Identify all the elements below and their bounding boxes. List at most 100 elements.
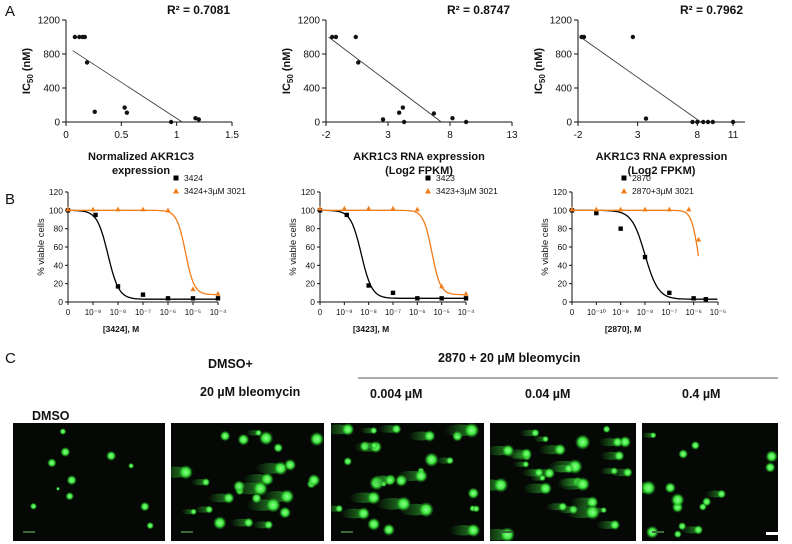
x-tick-label: 10⁻⁴ bbox=[458, 308, 475, 317]
panel-label-b: B bbox=[5, 191, 15, 208]
x-tick-label: 0 bbox=[63, 130, 69, 141]
data-point bbox=[356, 60, 361, 65]
data-point-square bbox=[115, 284, 121, 289]
x-tick-label: 10⁻⁹ bbox=[612, 308, 629, 317]
cell-nucleus bbox=[367, 491, 381, 505]
legend-marker bbox=[425, 188, 431, 194]
x-tick-label: 10⁻⁶ bbox=[409, 308, 425, 317]
data-point bbox=[124, 110, 130, 115]
data-point-triangle bbox=[90, 206, 96, 212]
x-tick-label: 10⁻⁸ bbox=[110, 308, 127, 317]
micrograph-background bbox=[642, 423, 778, 541]
cell-nucleus bbox=[717, 489, 726, 499]
y-tick-label: 1200 bbox=[550, 16, 573, 27]
x-tick-label: 8 bbox=[447, 130, 453, 141]
data-point bbox=[643, 116, 649, 121]
data-point-square bbox=[165, 296, 171, 301]
cell-nucleus bbox=[205, 505, 214, 514]
data-point bbox=[330, 34, 335, 40]
x-tick-label: 0.5 bbox=[114, 130, 128, 141]
y-tick-label: 60 bbox=[54, 242, 64, 252]
legend-label: 3423+3µM 3021 bbox=[436, 186, 498, 196]
series-combination: 3424+3µM 3021 bbox=[65, 186, 246, 296]
data-point bbox=[353, 34, 358, 40]
data-point-square bbox=[463, 296, 469, 301]
y-tick-label: 1200 bbox=[298, 16, 321, 27]
x-axis-label: [3423], M bbox=[353, 324, 389, 334]
regression-line bbox=[328, 36, 442, 123]
cell-nucleus bbox=[466, 523, 480, 537]
dose-response-plot-1: 0 10⁻⁹ 10⁻⁸ 10⁻⁷ 10⁻⁶ 10⁻⁵ 10⁻⁴ 0 20 40 60 80 100 120… bbox=[36, 173, 246, 334]
data-point bbox=[82, 34, 88, 40]
legend-marker bbox=[621, 188, 627, 194]
micrograph-5 bbox=[642, 423, 778, 541]
data-point bbox=[396, 110, 402, 115]
x-axis-label: AKR1C3 RNA expression bbox=[353, 151, 485, 163]
cell-nucleus bbox=[418, 502, 434, 517]
cell-nucleus bbox=[140, 502, 150, 512]
y-tick-label: 80 bbox=[306, 224, 316, 234]
cell-nucleus bbox=[765, 462, 776, 473]
x-tick-label: 10⁻⁷ bbox=[135, 308, 151, 317]
label-dmso: DMSO bbox=[32, 409, 70, 423]
data-point bbox=[122, 105, 127, 110]
x-tick-label: 0 bbox=[66, 308, 71, 317]
x-tick-label: 10⁻⁹ bbox=[85, 308, 102, 317]
cell-nucleus bbox=[671, 493, 685, 507]
cell-nucleus bbox=[251, 493, 262, 504]
cell-nucleus bbox=[60, 447, 71, 457]
y-tick-label: 80 bbox=[54, 224, 64, 234]
label-treatment-group: 2870 + 20 µM bleomycin bbox=[438, 351, 580, 365]
data-point-triangle bbox=[115, 206, 121, 212]
x-axis-label: AKR1C3 RNA expression bbox=[596, 151, 728, 163]
cell-nucleus bbox=[255, 429, 262, 437]
fit-curve bbox=[321, 209, 466, 299]
y-tick-label: 120 bbox=[49, 187, 63, 197]
x-axis-label: (Log2 FPKM) bbox=[385, 165, 453, 177]
scale-mark bbox=[652, 531, 664, 533]
y-tick-label: 120 bbox=[553, 187, 567, 197]
fit-curve bbox=[321, 209, 466, 296]
data-point bbox=[450, 115, 455, 121]
cell-nucleus bbox=[467, 487, 479, 499]
data-point bbox=[72, 34, 78, 40]
legend-marker bbox=[173, 175, 179, 181]
cell-nucleus bbox=[446, 456, 454, 465]
x-tick-label: 0 bbox=[570, 308, 575, 317]
y-tick-label: 100 bbox=[49, 205, 63, 215]
cell-nucleus bbox=[253, 481, 268, 496]
data-point-square bbox=[140, 292, 146, 297]
data-point-triangle bbox=[666, 206, 672, 212]
cell-nucleus bbox=[472, 505, 480, 513]
scale-bar bbox=[766, 532, 786, 535]
y-tick-label: 0 bbox=[314, 118, 320, 129]
micrograph-2 bbox=[171, 423, 324, 541]
cell-nucleus bbox=[310, 432, 324, 446]
y-tick-label: 80 bbox=[558, 224, 568, 234]
data-point bbox=[193, 115, 198, 121]
data-point-triangle bbox=[695, 236, 702, 242]
data-point-triangle bbox=[593, 206, 599, 212]
cell-nucleus bbox=[280, 489, 294, 504]
y-tick-label: 40 bbox=[54, 260, 64, 270]
x-tick-label: 10⁻⁵ bbox=[710, 308, 726, 317]
x-tick-label: -2 bbox=[322, 130, 331, 141]
y-axis-label: IC50 (nM) bbox=[533, 48, 547, 95]
data-point bbox=[196, 117, 201, 122]
cell-nucleus bbox=[391, 424, 402, 434]
y-tick-label: 400 bbox=[303, 84, 320, 95]
cell-nucleus bbox=[357, 507, 370, 520]
data-point-square bbox=[190, 296, 196, 301]
data-point-triangle bbox=[642, 206, 648, 212]
data-point-triangle bbox=[463, 290, 469, 296]
cell-nucleus bbox=[370, 427, 378, 435]
data-point-square bbox=[703, 297, 709, 302]
data-point-square bbox=[691, 296, 696, 301]
cell-nucleus bbox=[564, 463, 574, 474]
cell-nucleus bbox=[622, 467, 633, 478]
cell-nucleus bbox=[664, 482, 676, 494]
cell-nucleus bbox=[539, 474, 546, 482]
scatter-plot-2: -2 3 8 13 0 400 800 1200 IC50 (nM) R² = 0.8747 AKR… bbox=[281, 3, 518, 177]
data-point-triangle bbox=[686, 206, 692, 212]
scale-mark bbox=[500, 531, 512, 533]
